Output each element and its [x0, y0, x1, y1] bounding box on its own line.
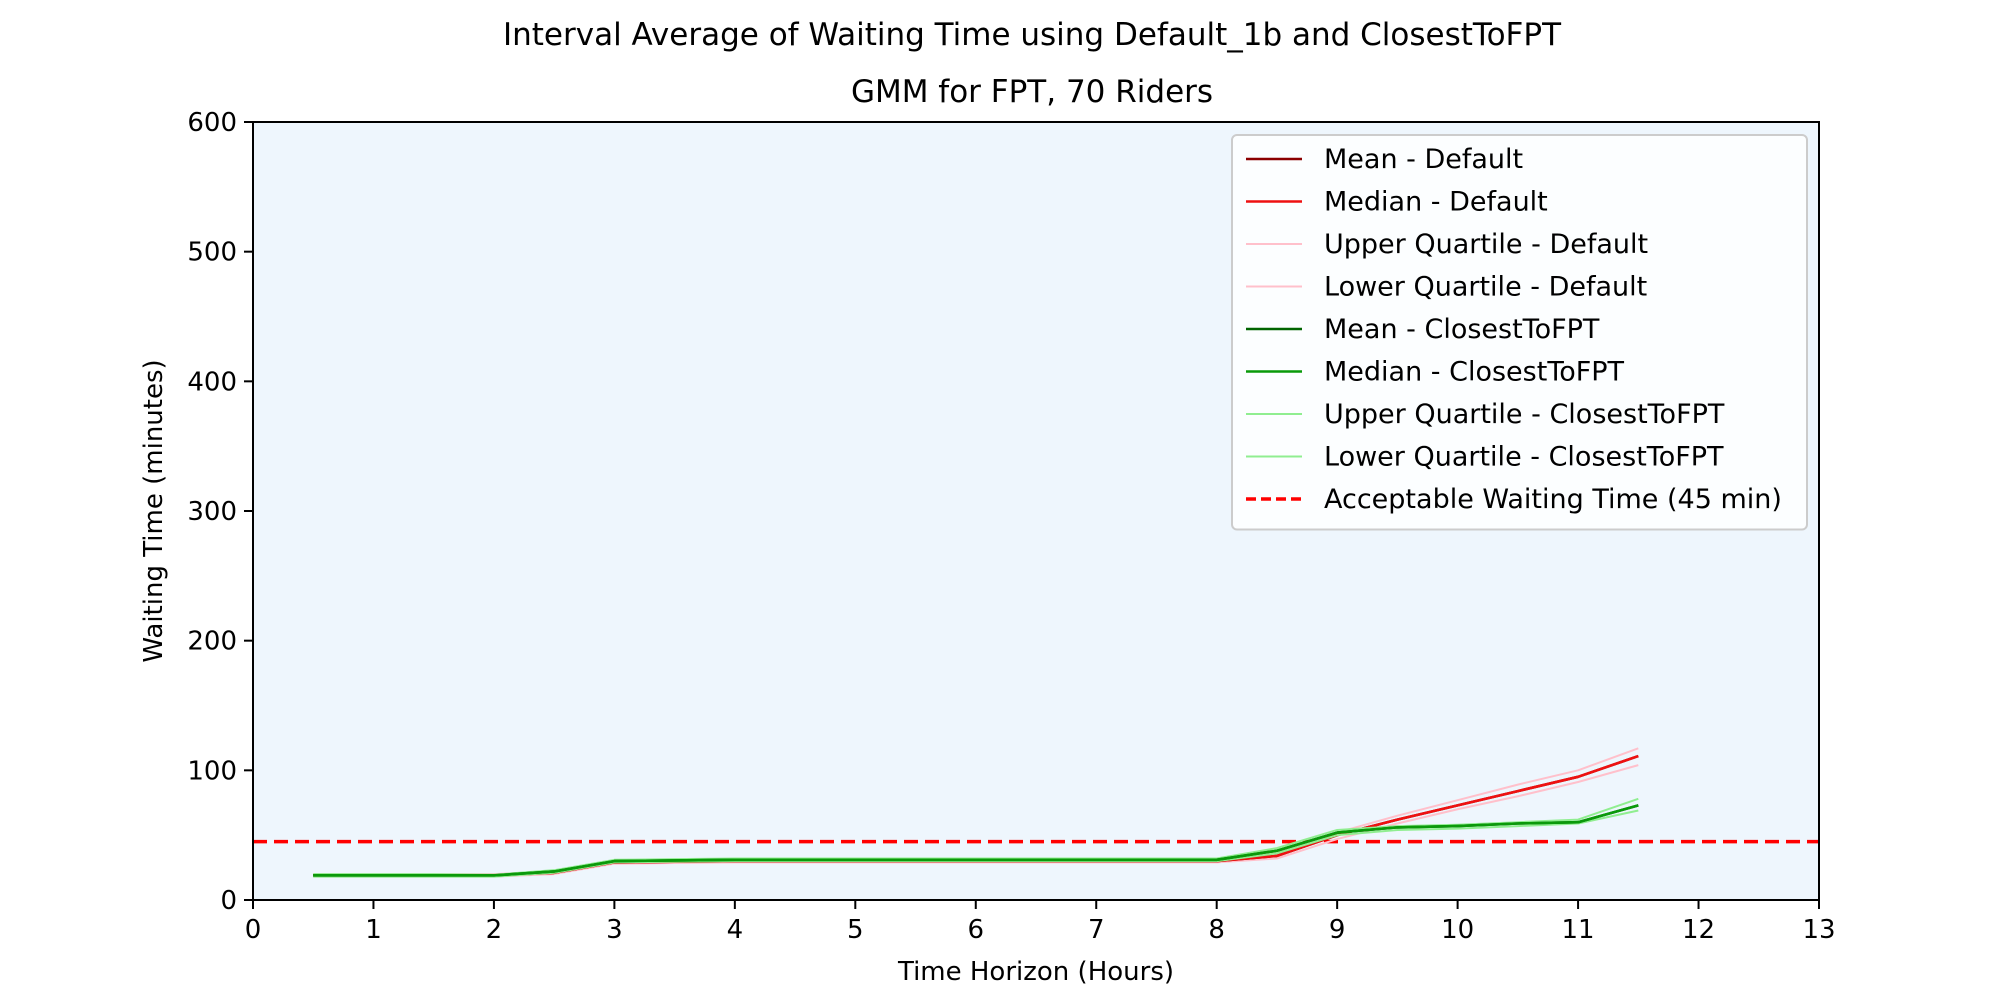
chart-title: Interval Average of Waiting Time using D… — [503, 17, 1562, 53]
legend-box — [1231, 134, 1808, 531]
x-tick-label: 5 — [847, 915, 864, 945]
y-tick-label: 200 — [187, 627, 237, 657]
legend-label: Median - ClosestToFPT — [1324, 357, 1625, 388]
x-tick-label: 9 — [1329, 915, 1346, 945]
y-tick-label: 500 — [187, 238, 237, 268]
x-tick-label: 4 — [727, 915, 744, 945]
x-tick-label: 8 — [1208, 915, 1225, 945]
series-line-median-closesttofpt — [313, 804, 1639, 877]
x-tick-label: 6 — [967, 915, 984, 945]
x-tick-label: 7 — [1088, 915, 1105, 945]
legend-label: Lower Quartile - Default — [1324, 272, 1647, 303]
series-layer — [313, 747, 1639, 878]
x-tick-label: 12 — [1682, 915, 1715, 945]
legend-label: Upper Quartile - ClosestToFPT — [1324, 399, 1725, 430]
legend: Mean - Default Median - Default Upper Quar… — [1231, 134, 1808, 531]
y-tick-label: 300 — [187, 497, 237, 527]
y-axis-label: Waiting Time (minutes) — [139, 359, 169, 662]
x-tick-label: 3 — [606, 915, 623, 945]
y-tick-label: 600 — [187, 108, 237, 138]
x-axis: 0 1 2 3 4 5 6 7 8 9 10 11 12 13 — [245, 900, 1836, 945]
legend-label: Acceptable Waiting Time (45 min) — [1324, 484, 1782, 515]
x-tick-label: 13 — [1802, 915, 1835, 945]
x-tick-label: 1 — [365, 915, 382, 945]
x-axis-label: Time Horizon (Hours) — [897, 957, 1174, 987]
y-axis: 0 100 200 300 400 500 600 — [187, 108, 253, 916]
y-tick-label: 0 — [220, 886, 237, 916]
legend-label: Lower Quartile - ClosestToFPT — [1324, 442, 1724, 473]
legend-label: Mean - Default — [1324, 144, 1523, 175]
y-tick-label: 100 — [187, 756, 237, 786]
x-tick-label: 10 — [1441, 915, 1474, 945]
chart-subtitle: GMM for FPT, 70 Riders — [851, 74, 1213, 110]
legend-label: Mean - ClosestToFPT — [1324, 314, 1600, 345]
legend-label: Upper Quartile - Default — [1324, 229, 1648, 260]
x-tick-label: 11 — [1562, 915, 1595, 945]
legend-label: Median - Default — [1324, 187, 1548, 218]
x-tick-label: 0 — [245, 915, 262, 945]
y-tick-label: 400 — [187, 367, 237, 397]
x-tick-label: 2 — [486, 915, 503, 945]
